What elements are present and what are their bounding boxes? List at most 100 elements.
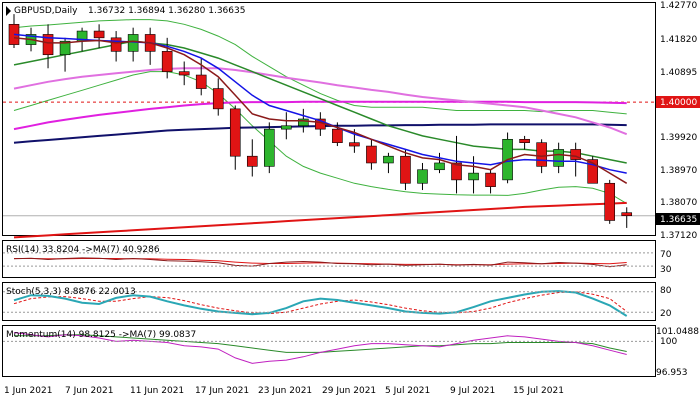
sma-magenta-line <box>13 100 627 131</box>
price-tick: 1.42770 <box>660 1 697 11</box>
stoch-panel[interactable] <box>2 282 656 321</box>
price-tick: 1.39920 <box>660 133 697 143</box>
bear-candle-body <box>400 155 411 184</box>
main-header: GBPUSD,Daily 1.36732 1.36894 1.36280 1.3… <box>6 6 245 16</box>
fast-averages <box>13 33 628 184</box>
candle <box>246 139 258 177</box>
stoch-tick-20: 20 <box>660 309 672 319</box>
candle <box>110 31 122 62</box>
momentum-tick-high: 101.0488 <box>656 327 699 337</box>
bull-candle-body <box>434 162 445 171</box>
bear-candle-body <box>229 108 241 157</box>
bear-candle-body <box>332 128 343 143</box>
bear-candle-body <box>366 145 377 164</box>
date-tick: 1 Jun 2021 <box>4 386 52 396</box>
bull-candle-body <box>468 172 479 181</box>
candle <box>383 152 394 174</box>
symbol-label: GBPUSD,Daily <box>14 6 78 16</box>
last-price-tag: 1.36635 <box>656 213 700 225</box>
bull-candle-body <box>417 169 428 184</box>
momentum-label: Momentum(14) 98.8125 ->MA(7) 99.0837 <box>6 330 196 340</box>
bull-candle-body <box>383 155 394 164</box>
stoch-label: Stoch(5,3,3) 8.8876 22.0013 <box>6 287 136 297</box>
bear-candle-body <box>93 30 105 39</box>
stoch-k-line <box>13 290 628 317</box>
candle <box>417 162 428 191</box>
bear-candle-body <box>110 37 122 52</box>
candle <box>161 37 173 79</box>
price-tick: 1.37120 <box>660 231 697 241</box>
date-tick: 9 Jul 2021 <box>450 386 495 396</box>
candle <box>570 142 581 177</box>
level-price-tag: 1.40000 <box>656 96 700 108</box>
bear-candle-body <box>485 172 496 187</box>
price-tick: 1.41820 <box>660 35 697 45</box>
bear-candle-body <box>212 88 224 110</box>
candle <box>93 24 105 48</box>
bear-candle-body <box>161 51 173 72</box>
level-price-text: 1.40000 <box>660 98 697 108</box>
candle <box>178 61 190 86</box>
bear-candle-body <box>451 162 462 181</box>
menu-arrow-icon[interactable] <box>6 6 11 16</box>
candle <box>485 169 496 194</box>
bear-candle-body <box>42 34 54 56</box>
rsi-label: RSI(14) 33.8204 ->MA(7) 40.9286 <box>6 245 160 255</box>
candle <box>587 156 598 184</box>
bull-candle-body <box>59 40 71 56</box>
bear-candle-body <box>570 149 581 160</box>
candle <box>621 207 633 228</box>
bear-candle-body <box>519 138 530 143</box>
price-tick: 1.38970 <box>660 166 697 176</box>
price-axis[interactable]: 1.42770 1.41820 1.40895 1.39920 1.38970 … <box>660 1 697 241</box>
bear-candle-body <box>246 155 258 167</box>
sma-violet-line <box>13 67 628 136</box>
stoch-tick-80: 80 <box>660 286 672 296</box>
band-upper-line <box>13 19 627 115</box>
rsi-tick-70: 70 <box>660 250 672 260</box>
date-tick: 23 Jun 2021 <box>258 386 312 396</box>
bear-candle-body <box>195 74 207 89</box>
ema-brown-line <box>13 37 628 184</box>
candle <box>263 122 275 174</box>
bear-candle-body <box>178 71 190 76</box>
bull-candle-body <box>553 149 564 167</box>
bull-candle-body <box>127 34 139 52</box>
candle <box>212 78 224 116</box>
date-tick: 11 Jun 2021 <box>130 386 184 396</box>
envelope-bands <box>13 19 627 205</box>
bear-candle-body <box>587 159 598 184</box>
date-tick: 29 Jun 2021 <box>322 386 376 396</box>
sma-red-line <box>13 201 627 239</box>
candle <box>400 149 411 191</box>
band-lower-line <box>13 71 627 205</box>
date-tick: 5 Jul 2021 <box>385 386 430 396</box>
candle <box>332 122 343 147</box>
bear-candle-body <box>621 212 633 217</box>
candle <box>42 24 54 69</box>
candle <box>229 105 241 170</box>
candle <box>434 152 445 174</box>
date-tick: 15 Jul 2021 <box>513 386 564 396</box>
bull-candle-body <box>298 118 309 127</box>
momentum-tick-100: 100 <box>660 337 677 347</box>
sma-blue-line <box>13 33 627 174</box>
stoch-d-line <box>13 291 628 315</box>
bear-candle-body <box>536 142 547 167</box>
candle <box>553 142 564 174</box>
indicator-levels <box>3 252 655 342</box>
candle <box>604 179 616 224</box>
rsi-ma-line <box>14 258 627 266</box>
momentum-tick-low: 96.953 <box>656 368 688 378</box>
time-axis[interactable]: 1 Jun 2021 7 Jun 2021 11 Jun 2021 17 Jun… <box>4 386 564 396</box>
bear-candle-body <box>349 142 360 147</box>
price-tick: 1.40895 <box>660 68 697 78</box>
candle <box>281 112 292 140</box>
price-tick: 1.38070 <box>660 198 697 208</box>
ohlc-readout: 1.36732 1.36894 1.36280 1.36635 <box>88 6 245 16</box>
rsi-line <box>13 257 627 268</box>
bull-candle-body <box>263 128 275 167</box>
last-price-text: 1.36635 <box>660 215 697 225</box>
bear-candle-body <box>604 182 616 221</box>
